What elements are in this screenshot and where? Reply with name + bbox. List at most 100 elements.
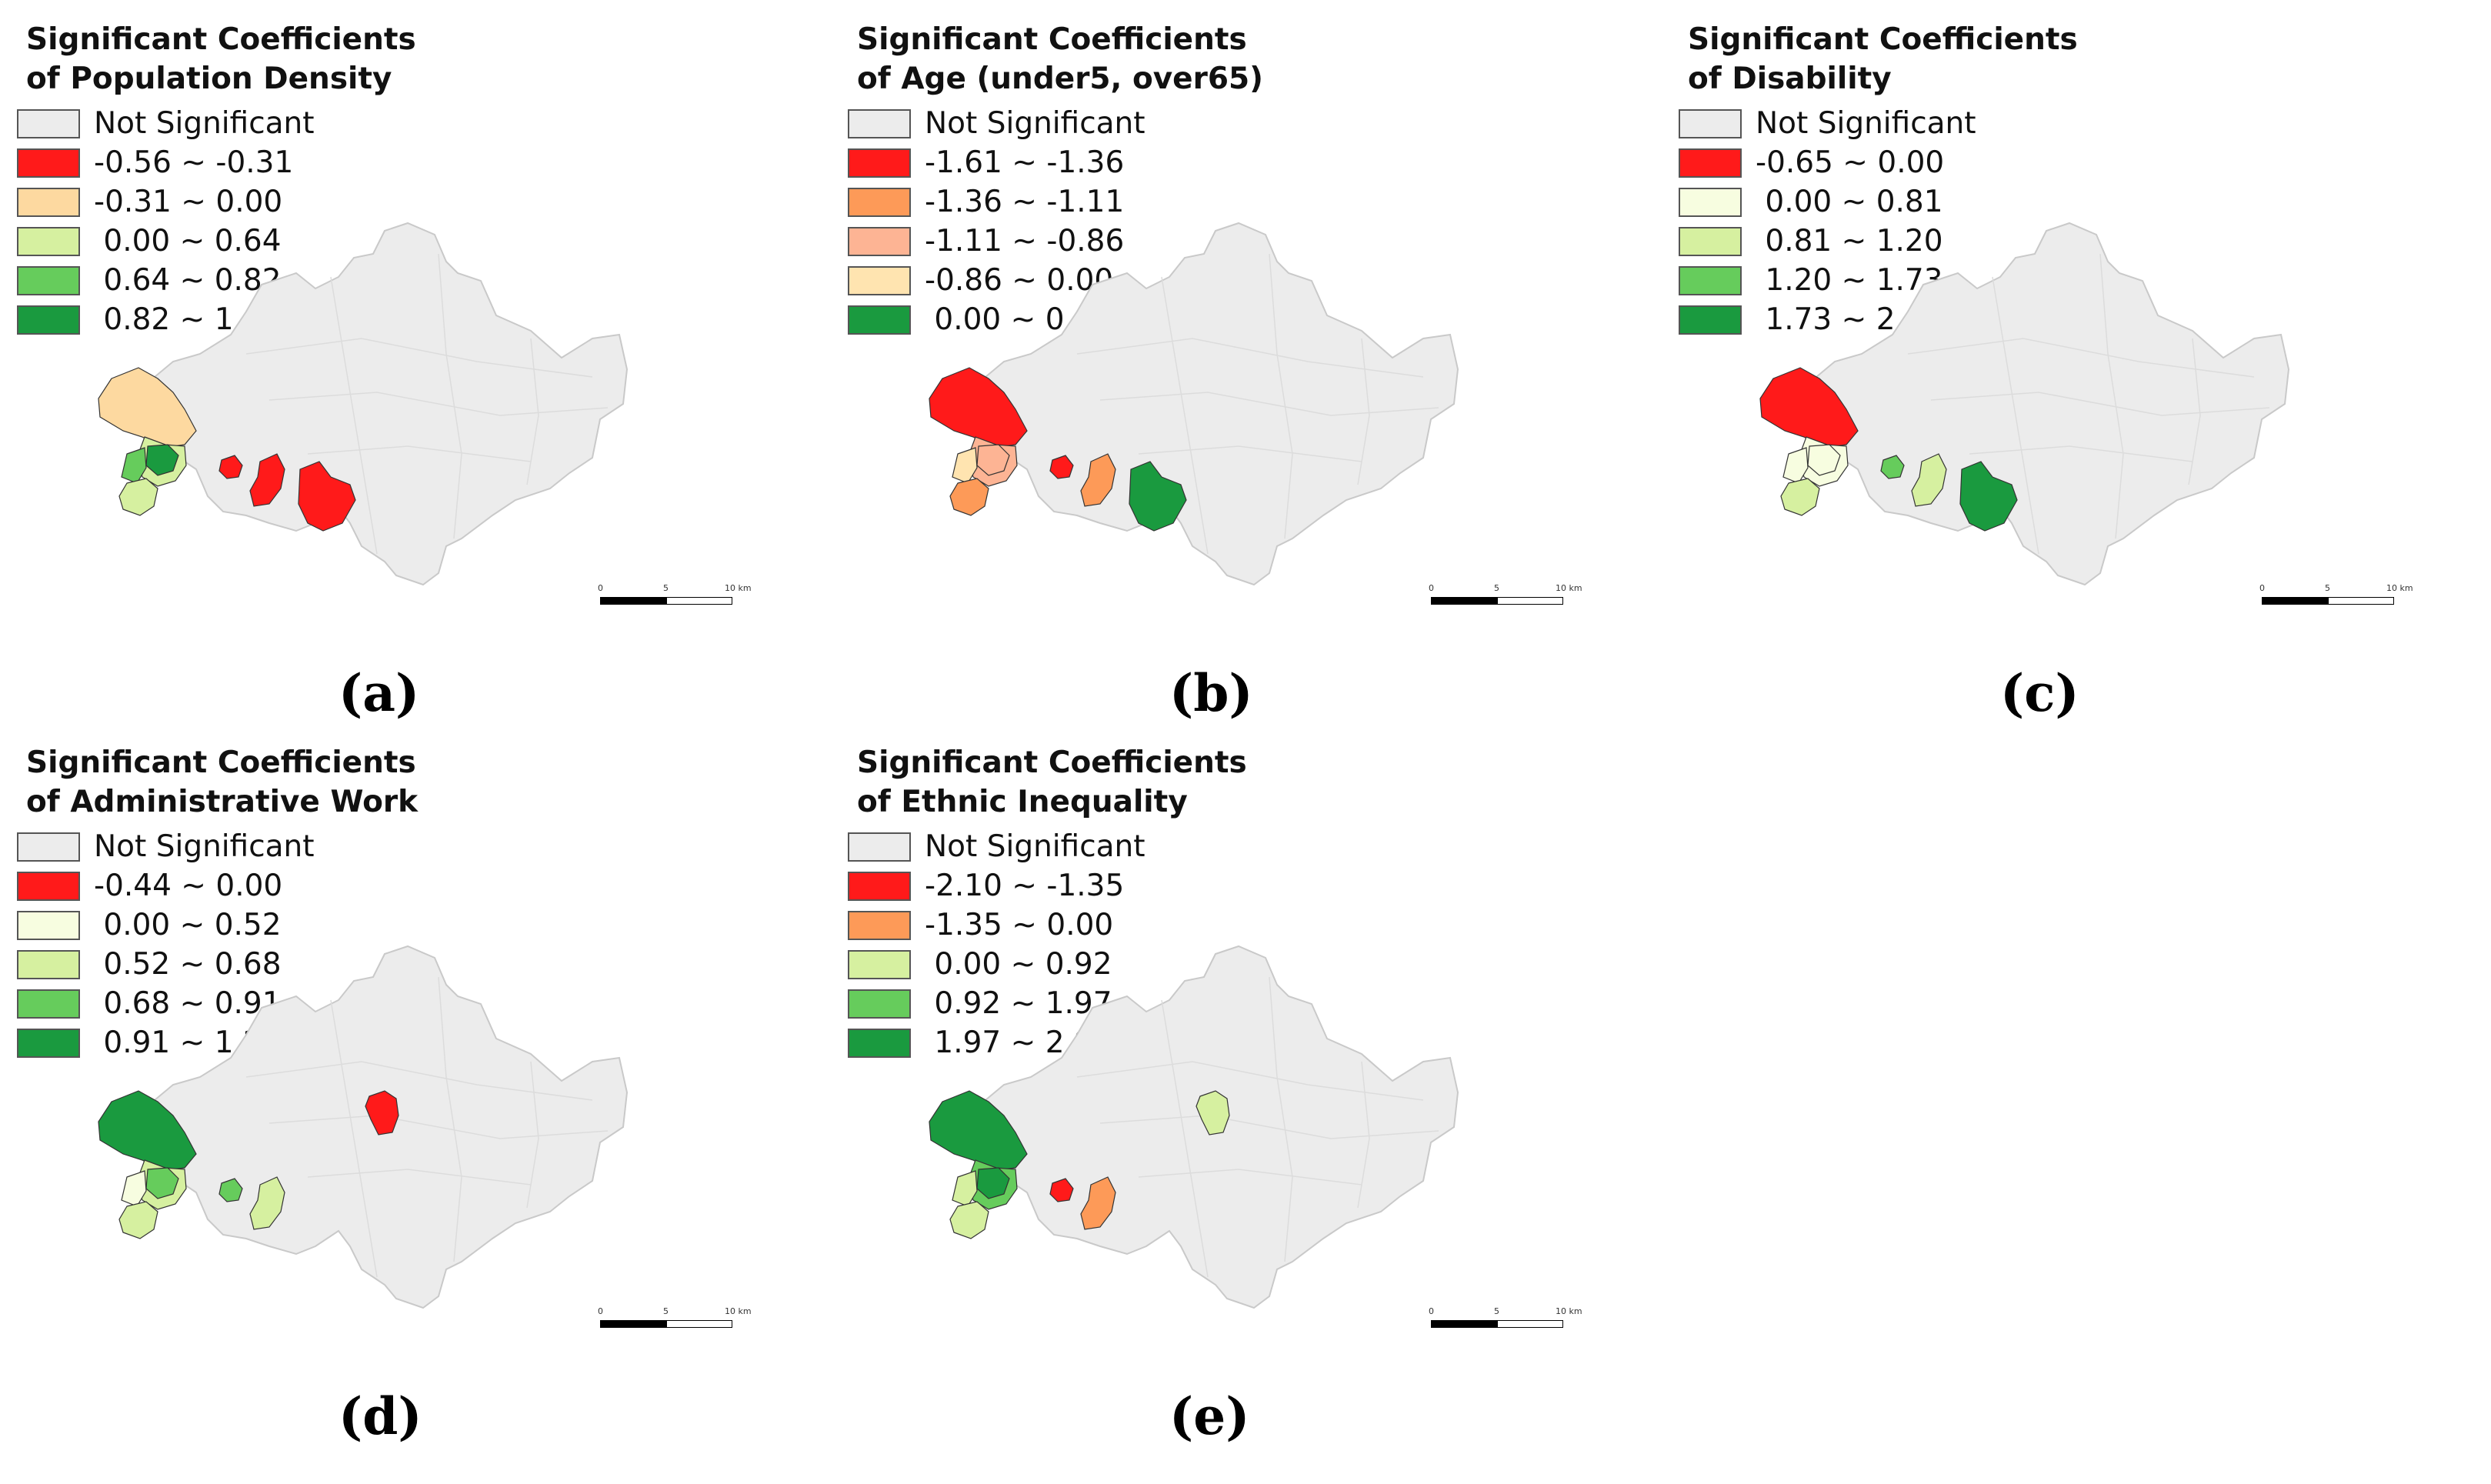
legend-swatch xyxy=(1679,109,1742,138)
region-northwest xyxy=(98,1090,197,1172)
legend-swatch xyxy=(17,109,80,138)
panel-title-line1: Significant Coefficients xyxy=(857,745,1247,780)
panel-title: Significant Coefficients of Ethnic Inequ… xyxy=(857,743,1247,822)
region-south-center-small xyxy=(218,455,243,479)
scale-tick-5: 5 xyxy=(663,1306,669,1316)
region-west-ring xyxy=(952,1170,978,1207)
scale-tick-0: 0 xyxy=(598,1306,603,1316)
district-boundaries xyxy=(1076,253,1439,555)
scale-tick-5: 5 xyxy=(663,583,669,593)
legend-swatch xyxy=(848,872,911,901)
legend-swatch xyxy=(17,1029,80,1058)
scale-tick-10: 10 km xyxy=(725,1306,752,1316)
scale-segment-white xyxy=(2328,597,2394,605)
legend-label: 1.20 ~ 1.73 xyxy=(1756,263,1943,298)
legend-swatch xyxy=(1679,148,1742,178)
scale-tick-5: 5 xyxy=(2325,583,2330,593)
legend-label: Not Significant xyxy=(94,106,315,141)
scale-tick-5: 5 xyxy=(1494,1306,1499,1316)
city-outline xyxy=(975,222,1459,586)
legend-swatch xyxy=(848,188,911,217)
scale-tick-0: 0 xyxy=(598,583,603,593)
legend-label: Not Significant xyxy=(94,829,315,864)
scale-tick-10: 10 km xyxy=(1556,583,1582,593)
region-southwest xyxy=(118,1201,158,1239)
legend-label: -1.11 ~ -0.86 xyxy=(925,224,1125,258)
region-south-center xyxy=(1080,453,1116,507)
legend-swatch xyxy=(17,148,80,178)
legend-swatch xyxy=(17,950,80,979)
panel-title: Significant Coefficients of Administrati… xyxy=(26,743,418,822)
scale-tick-0: 0 xyxy=(2259,583,2265,593)
legend-swatch xyxy=(17,227,80,256)
legend-label: -2.10 ~ -1.35 xyxy=(925,869,1125,903)
legend-label: -1.35 ~ 0.00 xyxy=(925,908,1114,942)
region-south-east xyxy=(298,461,356,532)
district-boundaries xyxy=(245,976,609,1278)
region-northwest xyxy=(98,367,197,449)
region-south-center-small xyxy=(1049,455,1074,479)
legend-label: 0.00 ~ 0.92 xyxy=(925,947,1112,982)
legend-swatch xyxy=(17,188,80,217)
legend-swatch xyxy=(17,989,80,1019)
scale-segment-black xyxy=(1431,597,1497,605)
panel-title: Significant Coefficients of Population D… xyxy=(26,20,416,98)
panel-title-line1: Significant Coefficients xyxy=(26,745,416,780)
legend-swatch xyxy=(848,305,911,335)
scale-bar: 0 5 10 km xyxy=(598,583,752,614)
legend-swatch xyxy=(17,872,80,901)
map-panel-a: Significant Coefficients of Population D… xyxy=(0,0,839,739)
choropleth-map xyxy=(98,222,629,586)
legend-swatch xyxy=(848,266,911,295)
choropleth-map xyxy=(98,945,629,1309)
city-outline xyxy=(1806,222,2290,586)
region-northwest xyxy=(929,1090,1028,1172)
legend-label: -0.31 ~ 0.00 xyxy=(94,185,283,219)
panel-title: Significant Coefficients of Age (under5,… xyxy=(857,20,1263,98)
scale-tick-5: 5 xyxy=(1494,583,1499,593)
legend-swatch xyxy=(848,227,911,256)
legend-label: -0.65 ~ 0.00 xyxy=(1756,145,1945,180)
region-south-center xyxy=(249,1176,285,1230)
legend-swatch xyxy=(1679,227,1742,256)
legend-label: 0.81 ~ 1.20 xyxy=(1756,224,1943,258)
scale-segment-black xyxy=(600,1320,666,1328)
legend-label: Not Significant xyxy=(925,829,1145,864)
scale-bar: 0 5 10 km xyxy=(1429,583,1582,614)
choropleth-map xyxy=(929,945,1459,1309)
legend-swatch xyxy=(1679,305,1742,335)
region-southwest xyxy=(118,478,158,516)
legend-swatch xyxy=(848,989,911,1019)
legend-swatch xyxy=(17,911,80,940)
region-southwest xyxy=(1780,478,1820,516)
panel-label: (a) xyxy=(338,663,420,723)
map-panel-d: Significant Coefficients of Administrati… xyxy=(0,723,839,1462)
scale-segment-white xyxy=(1497,597,1563,605)
panel-title-line1: Significant Coefficients xyxy=(1688,22,2078,57)
panel-title-line2: of Population Density xyxy=(26,62,392,96)
scale-segment-white xyxy=(1497,1320,1563,1328)
legend-label: 0.00 ~ 0.52 xyxy=(94,908,282,942)
scale-bar: 0 5 10 km xyxy=(2259,583,2413,614)
region-south-east xyxy=(1959,461,2018,532)
choropleth-map xyxy=(929,222,1459,586)
scale-segment-black xyxy=(1431,1320,1497,1328)
scale-tick-10: 10 km xyxy=(725,583,752,593)
panel-label: (d) xyxy=(338,1386,422,1446)
region-east-center xyxy=(365,1090,399,1136)
legend-label: -1.61 ~ -1.36 xyxy=(925,145,1125,180)
panel-title-line2: of Administrative Work xyxy=(26,785,419,819)
legend-swatch xyxy=(17,266,80,295)
legend-swatch xyxy=(1679,266,1742,295)
region-south-east xyxy=(1129,461,1187,532)
legend-swatch xyxy=(848,1029,911,1058)
region-south-center-small xyxy=(1049,1178,1074,1202)
legend-label: 0.64 ~ 0.82 xyxy=(94,263,282,298)
region-south-center-small xyxy=(1880,455,1905,479)
region-south-center xyxy=(249,453,285,507)
region-west-ring xyxy=(121,447,147,484)
region-west-ring xyxy=(121,1170,147,1207)
scale-segment-black xyxy=(600,597,666,605)
legend-label: Not Significant xyxy=(1756,106,1976,141)
scale-segment-black xyxy=(2262,597,2328,605)
